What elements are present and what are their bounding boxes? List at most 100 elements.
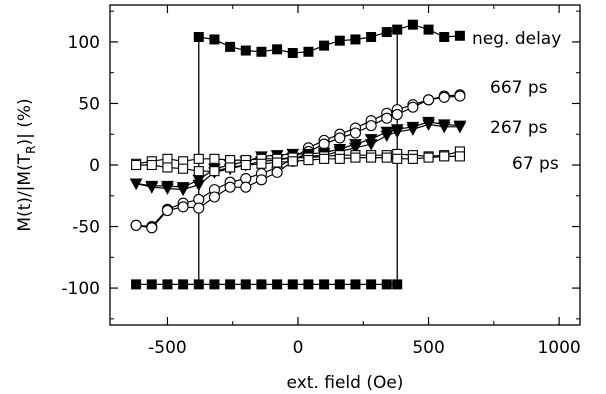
- data-point: [287, 48, 298, 58]
- data-point: [240, 45, 251, 56]
- data-point: [272, 44, 283, 55]
- data-point: [334, 35, 345, 46]
- y-tick-label: 50: [78, 94, 100, 114]
- data-point: [319, 279, 330, 290]
- data-point: [454, 90, 466, 102]
- data-point: [366, 32, 377, 42]
- data-point: [454, 151, 465, 162]
- data-point: [256, 279, 267, 290]
- data-point: [161, 183, 174, 195]
- data-point: [240, 159, 251, 171]
- data-point: [380, 130, 394, 142]
- data-point: [350, 34, 361, 45]
- data-point: [193, 202, 205, 214]
- series-label: neg. delay: [472, 29, 561, 49]
- data-point: [225, 279, 236, 290]
- series-label: 267 ps: [490, 118, 548, 138]
- data-point: [193, 32, 204, 42]
- data-point: [423, 152, 434, 163]
- x-axis-label: ext. field (Oe): [287, 373, 404, 393]
- data-point: [130, 219, 142, 231]
- x-tick-label: 500: [412, 338, 444, 358]
- y-axis-label-tail: )| (%): [15, 98, 35, 145]
- data-point: [162, 153, 173, 164]
- data-point: [319, 153, 330, 164]
- data-point: [271, 166, 283, 178]
- data-point: [349, 127, 361, 139]
- data-point: [365, 120, 377, 132]
- data-point: [303, 46, 314, 57]
- data-point: [349, 142, 362, 155]
- data-point: [162, 279, 173, 290]
- series-label: 667 ps: [490, 78, 548, 98]
- data-point: [162, 162, 173, 173]
- x-tick-label: 0: [293, 338, 304, 358]
- data-point: [225, 162, 236, 173]
- series-line: [198, 24, 460, 54]
- data-point: [318, 138, 330, 150]
- data-point: [209, 153, 220, 164]
- data-point: [392, 24, 403, 35]
- data-point: [131, 159, 142, 171]
- data-point: [193, 166, 204, 177]
- data-point: [225, 41, 236, 52]
- y-tick-label: -50: [72, 218, 100, 238]
- data-point: [350, 152, 361, 163]
- series-label: 67 ps: [512, 154, 559, 174]
- data-point: [407, 19, 418, 30]
- data-point: [422, 119, 435, 131]
- data-point: [146, 159, 157, 171]
- data-point: [255, 174, 267, 186]
- data-point: [224, 181, 236, 193]
- data-point: [145, 182, 159, 194]
- data-point: [209, 34, 220, 45]
- data-point: [240, 181, 252, 193]
- data-point: [453, 121, 467, 134]
- data-point: [287, 156, 298, 167]
- y-tick-label: 100: [68, 33, 100, 53]
- data-point: [146, 222, 158, 234]
- data-point: [334, 279, 345, 290]
- series-neg-delay: [131, 19, 465, 290]
- data-point: [437, 121, 451, 134]
- data-point: [178, 163, 189, 174]
- data-point: [381, 112, 393, 124]
- data-point: [350, 279, 361, 290]
- data-point: [256, 158, 267, 169]
- data-point: [146, 279, 157, 290]
- data-point: [303, 155, 314, 166]
- data-point: [272, 157, 283, 168]
- data-point: [438, 91, 450, 103]
- data-point: [319, 40, 330, 51]
- data-point: [177, 201, 189, 213]
- data-point: [193, 153, 204, 164]
- data-point: [423, 24, 434, 35]
- data-point: [406, 124, 420, 136]
- series-line: [136, 155, 460, 172]
- series-layer: neg. delay 667 ps 267 ps 67 ps: [129, 19, 561, 290]
- data-point: [256, 46, 267, 57]
- data-point: [209, 279, 220, 290]
- x-tick-label: 1000: [537, 338, 580, 358]
- series-67-ps: [131, 146, 465, 177]
- data-point: [303, 279, 314, 290]
- data-point: [392, 279, 403, 290]
- data-point: [192, 179, 206, 192]
- data-point: [364, 139, 378, 151]
- data-point: [161, 204, 173, 217]
- data-point: [209, 166, 220, 177]
- data-point: [208, 191, 220, 203]
- y-tick-label: -100: [61, 279, 100, 299]
- data-point: [439, 32, 450, 42]
- data-point: [407, 101, 419, 113]
- data-point: [392, 153, 403, 164]
- y-axis-label-subscript: R: [24, 146, 38, 154]
- data-point: [381, 279, 392, 290]
- data-point: [439, 151, 450, 162]
- data-point: [423, 94, 435, 106]
- data-point: [391, 108, 403, 121]
- data-point: [272, 279, 283, 290]
- data-point: [129, 178, 143, 190]
